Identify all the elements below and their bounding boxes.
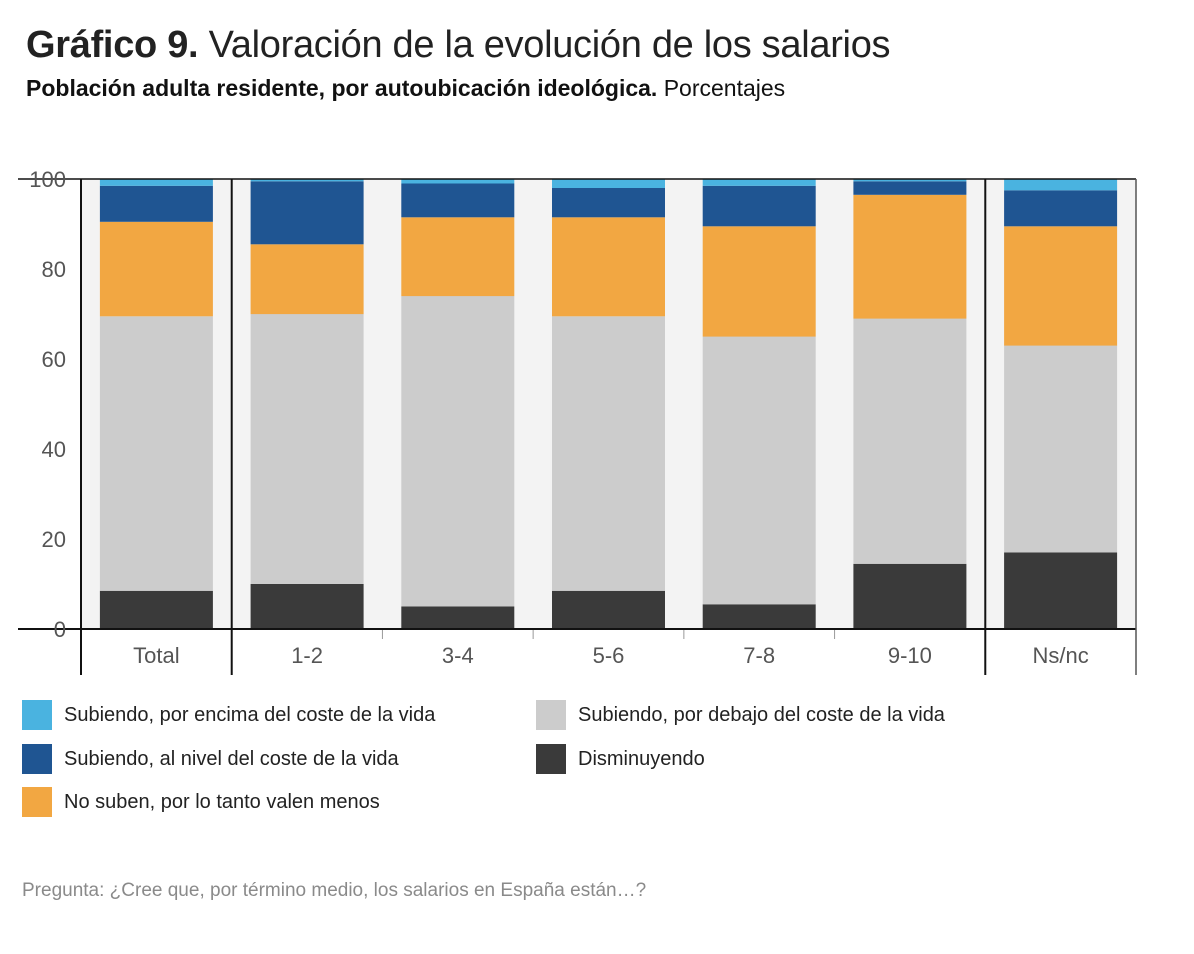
bar-segment-1-2-s4	[250, 179, 364, 182]
legend-label-decreasing: Disminuyendo	[578, 747, 705, 770]
bar-segment-total-s3	[99, 185, 213, 222]
x-tick-label-total: Total	[133, 643, 179, 668]
bar-segment-7-8-s1	[702, 336, 816, 605]
bar-segment-1-2-s1	[250, 314, 364, 584]
bar-segment-ns-nc-s4	[1004, 179, 1118, 191]
x-tick-label-3-4: 3-4	[442, 643, 474, 668]
bar-segment-5-6-s0	[552, 590, 665, 630]
bar-segment-total-s4	[99, 179, 213, 186]
bar-segment-9-10-s3	[853, 181, 967, 195]
chart-subtitle: Población adulta residente, por autoubic…	[26, 75, 785, 102]
y-tick-label-80: 80	[42, 257, 66, 282]
y-tick-label-0: 0	[54, 617, 66, 642]
bar-segment-3-4-s1	[401, 296, 515, 607]
chart-title-text: Valoración de la evolución de los salari…	[208, 24, 891, 66]
legend-swatch-decreasing	[536, 744, 566, 774]
x-tick-label-ns-nc: Ns/nc	[1032, 643, 1088, 668]
legend-swatch-at-cost	[22, 744, 52, 774]
y-tick-label-100: 100	[29, 167, 66, 192]
legend-label-not-rising: No suben, por lo tanto valen menos	[64, 790, 380, 813]
chart-title-bold: Gráfico 9.	[26, 24, 199, 66]
legend-item-at-cost: Subiendo, al nivel del coste de la vida	[22, 744, 399, 774]
legend-swatch-not-rising	[22, 787, 52, 817]
bar-segment-9-10-s1	[853, 318, 967, 564]
stacked-bar-chart: 0 20 40 60 80 100 Total 1-2 3-4 5-6 7-8 9-10 Ns/nc	[18, 167, 1137, 675]
bar-segment-total-s2	[99, 221, 213, 317]
chart-subtitle-text: Porcentajes	[663, 75, 786, 101]
bar-segment-9-10-s0	[853, 563, 967, 630]
bar-segment-5-6-s2	[552, 217, 665, 317]
bar-segment-7-8-s0	[702, 604, 816, 630]
legend-item-not-rising: No suben, por lo tanto valen menos	[22, 787, 380, 817]
bar-segment-7-8-s4	[702, 179, 816, 186]
bar-segment-5-6-s1	[552, 316, 665, 591]
bar-segment-total-s1	[99, 316, 213, 591]
bar-segment-9-10-s4	[853, 179, 967, 182]
bar-segment-3-4-s2	[401, 217, 515, 297]
bar-segment-ns-nc-s2	[1004, 226, 1118, 346]
bar-segment-1-2-s0	[250, 584, 364, 629]
bar-segment-ns-nc-s3	[1004, 190, 1118, 227]
bar-segment-ns-nc-s1	[1004, 345, 1118, 553]
legend-item-below-cost: Subiendo, por debajo del coste de la vid…	[536, 700, 945, 730]
bar-segment-5-6-s4	[552, 179, 665, 188]
x-tick-label-1-2: 1-2	[291, 643, 323, 668]
bar-segment-3-4-s0	[401, 606, 515, 629]
bar-segment-7-8-s3	[702, 185, 816, 227]
x-tick-label-7-8: 7-8	[743, 643, 775, 668]
legend-label-at-cost: Subiendo, al nivel del coste de la vida	[64, 747, 399, 770]
y-tick-label-60: 60	[42, 347, 66, 372]
legend-label-above-cost: Subiendo, por encima del coste de la vid…	[64, 703, 436, 726]
bar-segment-ns-nc-s0	[1004, 552, 1118, 629]
bar-segment-7-8-s2	[702, 226, 816, 337]
legend-swatch-above-cost	[22, 700, 52, 730]
bar-segment-1-2-s2	[250, 244, 364, 315]
chart-subtitle-bold: Población adulta residente, por autoubic…	[26, 75, 658, 101]
x-tick-label-5-6: 5-6	[593, 643, 625, 668]
legend-swatch-below-cost	[536, 700, 566, 730]
bar-segment-1-2-s3	[250, 181, 364, 245]
legend-item-above-cost: Subiendo, por encima del coste de la vid…	[22, 700, 435, 730]
legend-label-below-cost: Subiendo, por debajo del coste de la vid…	[578, 703, 945, 726]
y-tick-label-20: 20	[42, 527, 66, 552]
legend-item-decreasing: Disminuyendo	[536, 744, 705, 774]
x-tick-label-9-10: 9-10	[888, 643, 932, 668]
bar-segment-3-4-s4	[401, 179, 515, 184]
y-tick-label-40: 40	[42, 437, 66, 462]
chart-title: Gráfico 9. Valoración de la evolución de…	[26, 24, 891, 67]
bar-segment-total-s0	[99, 590, 213, 630]
survey-question-note: Pregunta: ¿Cree que, por término medio, …	[22, 880, 647, 901]
bar-segment-5-6-s3	[552, 188, 665, 218]
bar-segment-3-4-s3	[401, 183, 515, 218]
bar-segment-9-10-s2	[853, 194, 967, 319]
legend: Subiendo, por encima del coste de la vid…	[22, 700, 1122, 830]
